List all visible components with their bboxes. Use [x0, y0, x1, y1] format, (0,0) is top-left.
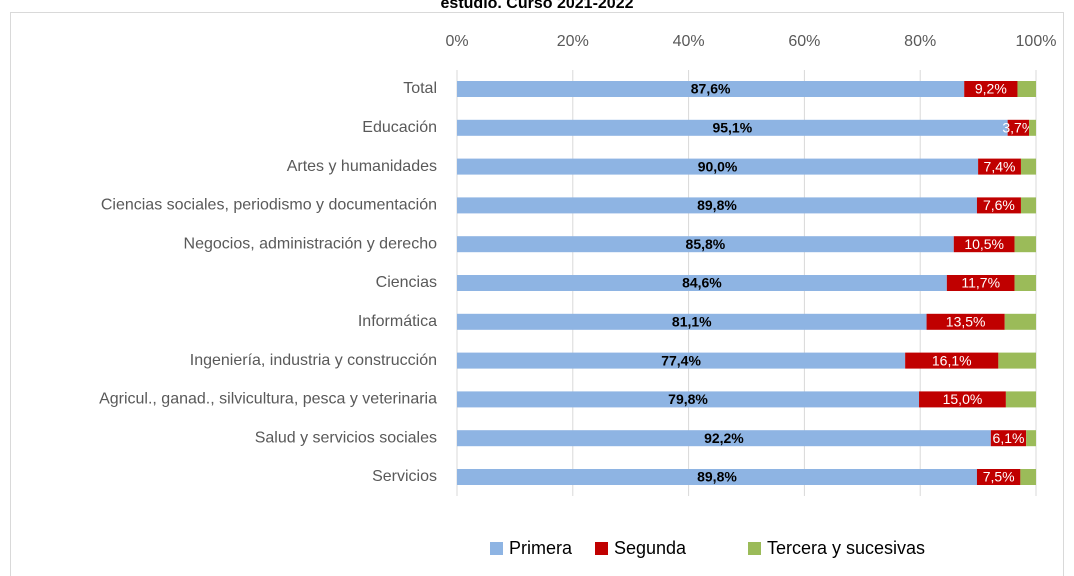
- y-tick-label: Negocios, administración y derecho: [184, 235, 438, 252]
- bar-segment: [1014, 275, 1036, 291]
- bar-segment: [976, 197, 1021, 214]
- x-tick-label: 0%: [445, 33, 468, 50]
- data-label: 7,5%: [983, 469, 1015, 485]
- bar-segment: [1020, 158, 1036, 175]
- legend-label: Primera: [509, 538, 573, 558]
- y-tick-label: Agricul., ganad., silvicultura, pesca y …: [99, 391, 437, 408]
- bar-segment: [1020, 469, 1036, 485]
- data-label: 87,6%: [691, 81, 731, 97]
- bar-segment: [457, 469, 977, 485]
- bar-segment: [457, 430, 991, 447]
- data-label: 89,8%: [697, 197, 737, 213]
- bar-segment: [1014, 236, 1036, 253]
- bar-segment: [457, 236, 954, 253]
- data-label: 7,4%: [984, 158, 1016, 174]
- bar-segment: [457, 119, 1008, 136]
- bar-segment: [990, 430, 1027, 447]
- data-label: 3,7%: [1002, 120, 1034, 136]
- bar-segment: [1020, 197, 1036, 214]
- x-tick-label: 100%: [1016, 33, 1057, 50]
- data-label: 7,6%: [983, 197, 1015, 213]
- bar-segment: [998, 352, 1036, 369]
- x-tick-label: 40%: [673, 33, 705, 50]
- data-label: 77,4%: [661, 352, 701, 368]
- bar-segment: [1007, 119, 1030, 136]
- x-tick-label: 80%: [904, 33, 936, 50]
- data-label: 92,2%: [704, 430, 744, 446]
- y-tick-label: Ciencias: [376, 274, 437, 291]
- data-label: 15,0%: [943, 391, 983, 407]
- bar-segment: [946, 275, 1015, 291]
- bar-segment: [457, 158, 979, 175]
- data-label: 89,8%: [697, 469, 737, 485]
- y-tick-label: Ingeniería, industria y construcción: [190, 352, 437, 369]
- data-label: 85,8%: [686, 236, 726, 252]
- bar-segment: [919, 391, 1006, 408]
- bar-segment: [953, 236, 1015, 253]
- bar-segment: [457, 81, 965, 97]
- y-tick-label: Informática: [358, 313, 437, 330]
- legend-label: Tercera y sucesivas: [767, 538, 925, 558]
- data-label: 16,1%: [932, 352, 972, 368]
- y-tick-label: Total: [403, 80, 437, 97]
- data-label: 95,1%: [712, 120, 752, 136]
- y-tick-label: Ciencias sociales, periodismo y document…: [101, 197, 437, 214]
- bar-segment: [1004, 313, 1036, 330]
- bar-segment: [457, 275, 947, 291]
- data-label: 9,2%: [975, 81, 1007, 97]
- bar-segment: [978, 158, 1021, 175]
- data-label: 81,1%: [672, 314, 712, 330]
- legend-swatch: [595, 542, 608, 555]
- bar-segment: [1026, 430, 1036, 447]
- data-label: 6,1%: [993, 430, 1025, 446]
- data-label: 13,5%: [946, 314, 986, 330]
- legend-swatch: [490, 542, 503, 555]
- bar-segment: [976, 469, 1021, 485]
- data-label: 90,0%: [698, 158, 738, 174]
- bar-segment: [457, 197, 977, 214]
- data-label: 10,5%: [964, 236, 1004, 252]
- y-tick-label: Salud y servicios sociales: [255, 429, 437, 446]
- bar-segment: [1017, 81, 1036, 97]
- bar-segment: [457, 352, 906, 369]
- bar-segment: [457, 313, 927, 330]
- y-tick-label: Artes y humanidades: [287, 158, 437, 175]
- legend-swatch: [748, 542, 761, 555]
- x-tick-label: 20%: [557, 33, 589, 50]
- x-tick-label: 60%: [788, 33, 820, 50]
- bar-segment: [457, 391, 920, 408]
- chart-frame: [10, 12, 1064, 576]
- bar-segment: [1029, 119, 1036, 136]
- bar-segment: [964, 81, 1018, 97]
- bar-segment: [926, 313, 1005, 330]
- bar-segment: [1005, 391, 1036, 408]
- y-tick-label: Educación: [362, 119, 437, 136]
- data-label: 11,7%: [961, 275, 1000, 291]
- y-tick-label: Servicios: [372, 468, 437, 485]
- data-label: 79,8%: [668, 391, 708, 407]
- data-label: 84,6%: [682, 275, 722, 291]
- chart-title: estudio. Curso 2021-2022: [441, 0, 634, 12]
- legend-label: Segunda: [614, 538, 687, 558]
- bar-segment: [905, 352, 999, 369]
